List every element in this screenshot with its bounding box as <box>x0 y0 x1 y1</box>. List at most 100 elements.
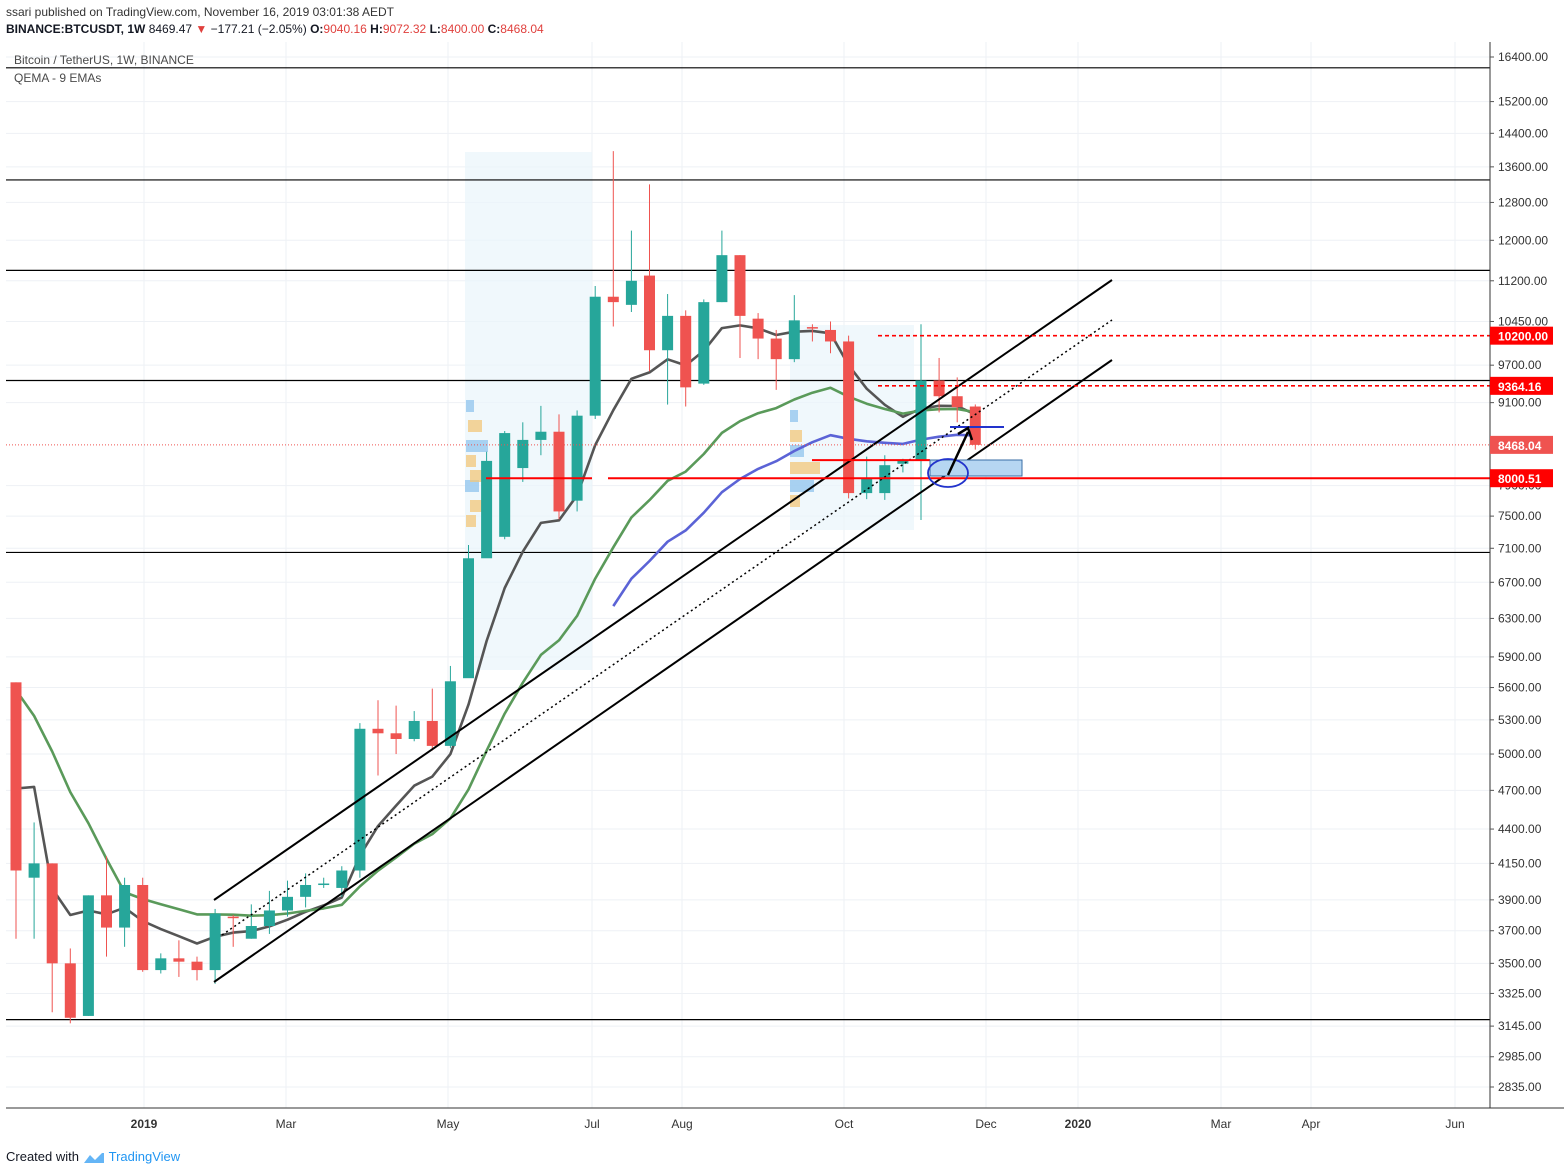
price-tick-label: 2835.00 <box>1498 1080 1542 1094</box>
axes: 16400.00 15200.00 14400.00 13600.00 12800.00… <box>6 42 1564 1131</box>
candle[interactable] <box>607 151 619 327</box>
price-tick-label: 10450.00 <box>1498 314 1548 328</box>
candle-body <box>408 720 420 739</box>
candle[interactable] <box>137 877 149 972</box>
candle[interactable] <box>227 915 239 947</box>
candle[interactable] <box>825 321 836 354</box>
candle[interactable] <box>589 286 601 419</box>
ema-lines <box>14 324 976 945</box>
price-tick-label: 9100.00 <box>1498 396 1542 410</box>
candle[interactable] <box>625 230 637 312</box>
candle[interactable] <box>806 324 818 342</box>
candle[interactable] <box>444 665 456 749</box>
candle[interactable] <box>481 451 493 559</box>
candle[interactable] <box>716 230 728 303</box>
candle[interactable] <box>535 405 547 456</box>
price-tick-label: 5300.00 <box>1498 713 1542 727</box>
candle-body <box>933 380 945 397</box>
candle-body <box>806 327 818 329</box>
close-value: 8468.04 <box>500 22 544 36</box>
candle[interactable] <box>82 895 94 1016</box>
candle-body <box>101 895 112 928</box>
time-tick-label: Mar <box>276 1117 297 1131</box>
last-price: 8469.47 <box>148 22 193 36</box>
price-tick-label: 4150.00 <box>1498 856 1542 870</box>
volume-profile-bar <box>790 410 798 422</box>
candle[interactable] <box>46 863 58 1013</box>
candle[interactable] <box>408 711 420 742</box>
candle-body <box>10 682 22 871</box>
candle-body <box>535 431 547 440</box>
candle[interactable] <box>426 688 438 751</box>
candle[interactable] <box>915 324 927 521</box>
arrow-up-icon <box>946 426 974 476</box>
price-tick-label: 13600.00 <box>1498 160 1548 174</box>
candle-body <box>390 733 402 739</box>
candle-body <box>282 896 293 911</box>
candle[interactable] <box>788 295 800 363</box>
candle-body <box>680 315 692 388</box>
candle[interactable] <box>282 880 293 917</box>
candle[interactable] <box>698 299 710 385</box>
demand-zone-box <box>929 459 1023 477</box>
candle[interactable] <box>300 873 312 908</box>
price-label-bg <box>1490 469 1553 488</box>
candle-body <box>245 925 257 939</box>
candle[interactable] <box>752 313 764 360</box>
candle[interactable] <box>499 431 511 540</box>
candle[interactable] <box>463 544 474 679</box>
candle[interactable] <box>155 953 167 974</box>
candle-body <box>318 883 330 886</box>
low-label: L: <box>429 22 441 36</box>
candle[interactable] <box>263 890 275 934</box>
candle[interactable] <box>372 700 384 776</box>
tradingview-logo-icon <box>83 1152 104 1163</box>
candle[interactable] <box>119 877 131 947</box>
candle[interactable] <box>644 184 655 372</box>
candle[interactable] <box>390 705 402 755</box>
candle[interactable] <box>191 956 203 981</box>
volume-profile-bar <box>465 480 479 492</box>
candle-body <box>662 315 674 351</box>
tradingview-brand: TradingView <box>108 1149 181 1164</box>
candle[interactable] <box>101 856 112 957</box>
price-tick-label: 12800.00 <box>1498 195 1548 209</box>
candle[interactable] <box>28 822 40 939</box>
candle[interactable] <box>318 877 330 888</box>
candles[interactable] <box>10 151 981 1024</box>
candle[interactable] <box>209 908 221 984</box>
candle[interactable] <box>770 329 782 390</box>
candle[interactable] <box>662 294 674 405</box>
candle[interactable] <box>571 410 583 512</box>
candle[interactable] <box>933 357 945 413</box>
change-arrow-icon: ▼ <box>195 22 208 36</box>
candle[interactable] <box>734 255 746 358</box>
ema-line <box>612 433 976 607</box>
candle[interactable] <box>336 866 348 897</box>
candle-body <box>300 884 312 897</box>
candle[interactable] <box>10 682 22 939</box>
candle[interactable] <box>64 948 76 1024</box>
candle[interactable] <box>245 904 257 939</box>
candle[interactable] <box>680 310 692 407</box>
candle[interactable] <box>173 940 185 977</box>
candle-body <box>915 380 927 461</box>
price-label: 10200.00 <box>1498 330 1548 344</box>
volume-profile-bar <box>466 455 476 467</box>
channel-lower-line <box>213 359 1113 983</box>
price-tick-label: 16400.00 <box>1498 50 1548 64</box>
candle[interactable] <box>553 414 565 520</box>
candle-body <box>46 863 58 964</box>
low-value: 8400.00 <box>440 22 485 36</box>
symbol-label: BINANCE:BTCUSDT, 1W <box>6 22 146 36</box>
candle[interactable] <box>517 422 529 482</box>
time-tick-label: May <box>437 1117 460 1131</box>
price-tick-label: 4400.00 <box>1498 822 1542 836</box>
candle[interactable] <box>951 377 963 423</box>
price-tick-label: 6700.00 <box>1498 575 1542 589</box>
time-tick-label: 2019 <box>131 1117 158 1131</box>
candle[interactable] <box>843 335 855 499</box>
candle-body <box>463 558 474 679</box>
candle-body <box>119 884 131 928</box>
